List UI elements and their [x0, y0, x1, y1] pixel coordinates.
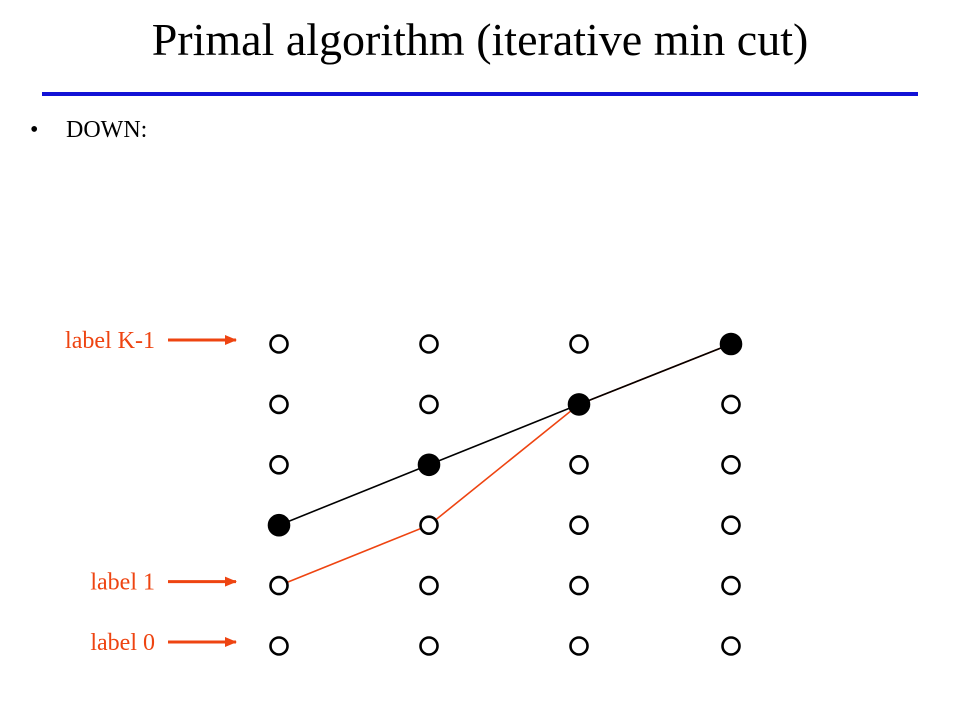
- graph-node: [569, 515, 589, 536]
- black-path-line: [278, 343, 732, 526]
- bullet-icon: •: [30, 117, 39, 143]
- bullet-item: • DOWN:: [30, 117, 147, 144]
- graph-node: [269, 394, 289, 415]
- graph-node: [419, 394, 439, 415]
- graph-node: [721, 575, 741, 596]
- orange-path-line: [278, 343, 732, 587]
- graph-node-filled: [719, 332, 743, 356]
- graph-node-filled: [417, 453, 441, 477]
- graph-node: [269, 334, 289, 354]
- graph-node-filled: [267, 513, 291, 537]
- graph-node: [269, 575, 289, 596]
- graph-node: [569, 575, 589, 596]
- graph-node: [419, 575, 439, 596]
- label-pointer-text: label 0: [90, 630, 155, 656]
- graph-node: [269, 636, 289, 656]
- label-pointer-text: label K-1: [65, 328, 155, 354]
- title-underline: [42, 92, 918, 96]
- graph-node: [419, 334, 439, 354]
- label-pointer-text: label 1: [90, 570, 155, 596]
- slide-title: Primal algorithm (iterative min cut): [151, 14, 809, 65]
- graph-node: [569, 334, 589, 354]
- graph-node: [419, 515, 439, 536]
- graph-node: [721, 394, 741, 415]
- graph-node: [269, 454, 289, 475]
- nodes-layer: [267, 332, 743, 656]
- graph-node: [721, 515, 741, 536]
- graph-node: [569, 636, 589, 656]
- edges-layer: [278, 343, 732, 587]
- graph-node: [721, 636, 741, 656]
- graph-node-filled: [567, 393, 591, 416]
- bullet-text: DOWN:: [66, 117, 148, 143]
- graph-node: [419, 636, 439, 656]
- graph-node: [569, 454, 589, 475]
- graph-node: [721, 454, 741, 475]
- labels-layer: label K-1 label 1 label 0: [65, 328, 237, 656]
